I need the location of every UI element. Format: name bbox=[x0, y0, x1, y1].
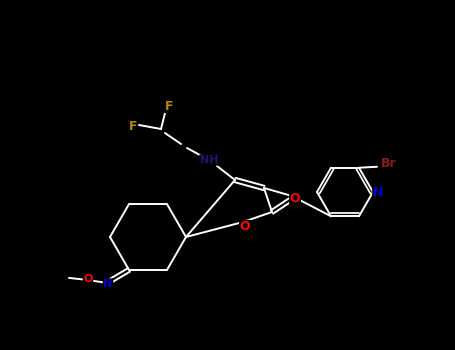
Text: NH: NH bbox=[200, 155, 218, 165]
Text: N: N bbox=[373, 186, 383, 198]
Text: Br: Br bbox=[381, 157, 397, 170]
Text: F: F bbox=[129, 119, 137, 133]
Text: F: F bbox=[165, 99, 173, 112]
Text: O: O bbox=[240, 220, 250, 233]
Text: O: O bbox=[290, 191, 300, 204]
Text: O: O bbox=[83, 274, 93, 284]
Text: N: N bbox=[103, 279, 113, 289]
